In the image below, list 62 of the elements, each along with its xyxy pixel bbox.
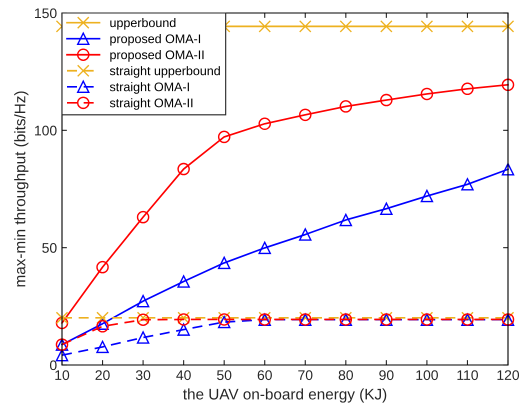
point [258, 242, 271, 254]
point [258, 118, 271, 130]
point [218, 130, 230, 144]
point [502, 20, 514, 33]
y-tick-label: 150 [35, 8, 57, 18]
x-tick-label: 100 [416, 370, 438, 380]
point [56, 316, 68, 330]
point [96, 340, 109, 354]
x-tick-label: 120 [497, 370, 520, 380]
point [56, 312, 68, 324]
point [177, 323, 190, 336]
point [340, 214, 352, 226]
y-tick-label: 100 [35, 126, 57, 136]
point [96, 312, 109, 324]
legend-label: proposed OMA-I [110, 34, 200, 46]
point [461, 82, 474, 96]
x-tick-label: 70 [298, 370, 312, 380]
legend-label: straight upperbound [110, 66, 220, 78]
point [340, 100, 352, 113]
x-tick-label: 20 [96, 370, 110, 380]
point [380, 20, 393, 33]
x-tick-label: 90 [379, 370, 394, 380]
point [96, 260, 109, 274]
point [299, 108, 312, 122]
legend-label: proposed OMA-II [110, 50, 204, 62]
legend-label: straight OMA-II [110, 98, 192, 110]
legend-label: upperbound [110, 18, 176, 30]
point [218, 316, 230, 328]
y-axis-title: max-min throughput (bits/Hz) [14, 91, 28, 286]
x-tick-label: 30 [136, 370, 150, 380]
point [56, 348, 68, 362]
point [96, 317, 109, 330]
point [340, 20, 352, 33]
point [502, 163, 514, 176]
x-tick-label: 50 [217, 370, 232, 380]
x-tick-label: 10 [55, 370, 70, 380]
y-tick-label: 0 [50, 360, 57, 370]
point [136, 331, 150, 344]
legend-label: straight OMA-I [110, 82, 189, 94]
point [136, 294, 150, 308]
x-tick-label: 80 [338, 370, 353, 380]
point [420, 88, 434, 100]
point [461, 20, 474, 33]
point [380, 202, 393, 215]
point [96, 320, 109, 333]
point [258, 20, 271, 33]
point [299, 228, 312, 241]
point [380, 94, 393, 106]
point [177, 275, 190, 288]
point [461, 178, 474, 191]
point [420, 20, 434, 33]
x-tick-label: 60 [258, 370, 272, 380]
point [299, 20, 312, 33]
point [502, 78, 514, 92]
x-tick-label: 40 [176, 370, 191, 380]
x-axis-title: the UAV on-board energy (KJ) [183, 388, 386, 403]
point [136, 210, 150, 224]
point [420, 190, 434, 202]
y-tick-label: 50 [42, 243, 57, 253]
x-tick-label: 110 [457, 370, 478, 380]
point [218, 256, 230, 270]
point [177, 162, 190, 176]
